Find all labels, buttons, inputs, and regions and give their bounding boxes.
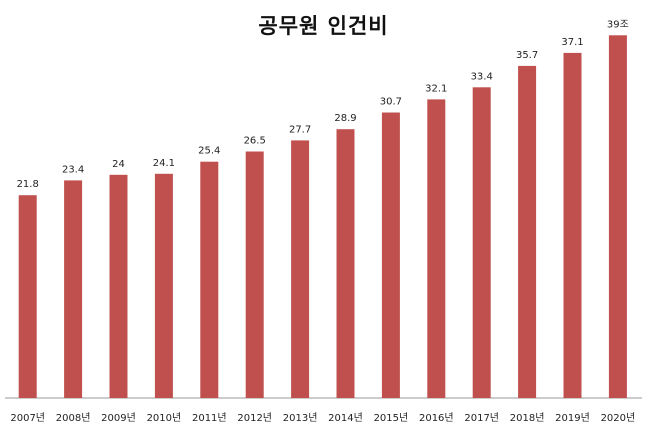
x-tick-label-2017년: 2017년 [464, 412, 499, 424]
bar-2015년 [381, 112, 400, 398]
x-tick-label-2009년: 2009년 [101, 412, 136, 424]
chart-title: 공무원 인건비 [258, 14, 389, 38]
data-label-2016년: 32.1 [425, 83, 447, 94]
x-tick-label-2013년: 2013년 [283, 412, 318, 424]
bar-2010년 [154, 173, 173, 398]
data-label-2008년: 23.4 [62, 164, 84, 175]
x-tick-label-2011년: 2011년 [192, 412, 227, 424]
bar-2013년 [291, 140, 310, 398]
data-label-2007년: 21.8 [17, 179, 39, 190]
bar-2008년 [64, 180, 83, 398]
bars-group [18, 35, 627, 399]
data-label-2013년: 27.7 [289, 124, 311, 135]
bar-2018년 [518, 65, 537, 399]
x-tick-label-2016년: 2016년 [419, 412, 454, 424]
x-tick-label-2015년: 2015년 [374, 412, 409, 424]
data-label-2012년: 26.5 [244, 136, 266, 147]
bar-2020년 [608, 35, 627, 399]
data-label-2018년: 35.7 [516, 50, 538, 61]
bar-2009년 [109, 174, 128, 398]
bar-2011년 [200, 161, 219, 398]
x-tick-label-2008년: 2008년 [56, 412, 91, 424]
data-label-2020년: 39조 [607, 19, 629, 30]
x-tick-label-2014년: 2014년 [328, 412, 363, 424]
x-tick-label-2020년: 2020년 [601, 412, 636, 424]
x-tick-label-2007년: 2007년 [10, 412, 45, 424]
bar-2012년 [245, 151, 264, 398]
bar-2019년 [563, 52, 582, 399]
bar-2007년 [18, 195, 37, 398]
x-tick-label-2018년: 2018년 [510, 412, 545, 424]
x-tick-label-2010년: 2010년 [147, 412, 182, 424]
bar-2016년 [427, 99, 446, 399]
data-label-2009년: 24 [112, 159, 125, 170]
data-label-2019년: 37.1 [561, 37, 583, 48]
x-tick-labels-group: 2007년 2008년 2009년 2010년 2011년 2012년 2013년 2014년… [10, 412, 635, 424]
x-tick-label-2012년: 2012년 [237, 412, 272, 424]
bar-2014년 [336, 129, 355, 398]
data-labels-group: 21.8 23.4 24 24.1 25.4 26.5 27.7 28.9 30.7 32.1 33… [17, 19, 629, 190]
data-label-2010년: 24.1 [153, 158, 175, 169]
data-label-2014년: 28.9 [334, 113, 356, 124]
x-tick-label-2019년: 2019년 [555, 412, 590, 424]
data-label-2017년: 33.4 [471, 71, 493, 82]
data-label-2015년: 30.7 [380, 97, 402, 108]
data-label-2011년: 25.4 [198, 146, 220, 157]
bar-2017년 [472, 87, 491, 399]
